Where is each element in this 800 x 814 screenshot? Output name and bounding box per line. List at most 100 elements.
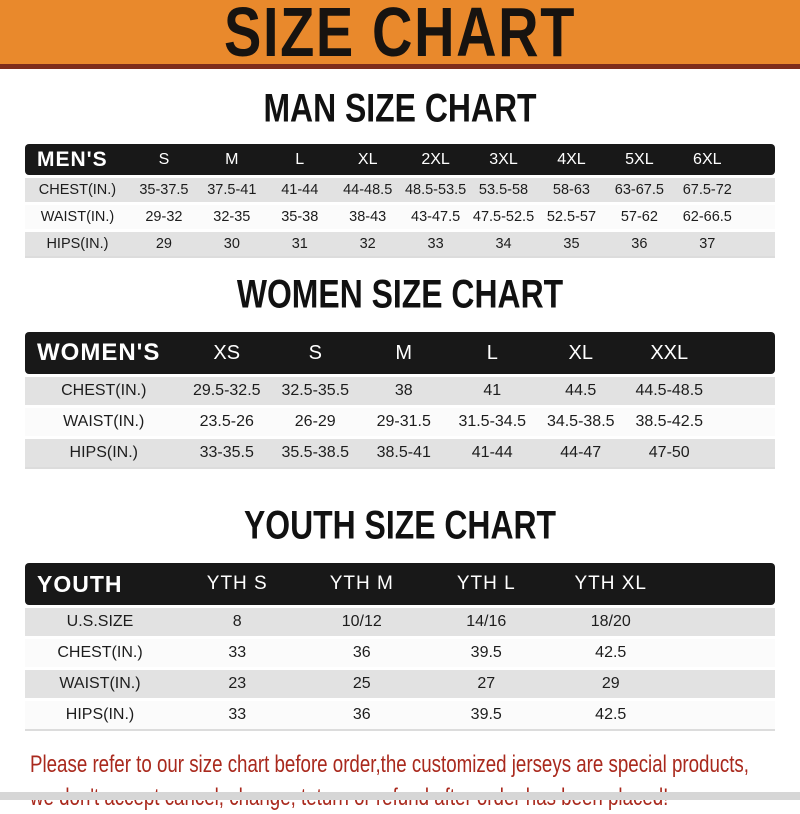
size-value-cell: 34.5-38.5 <box>546 413 615 430</box>
size-value-cell: 29-32 <box>145 209 183 225</box>
row-spacer <box>713 439 775 469</box>
size-value-cell: 10/12 <box>341 613 382 630</box>
size-value-cell: 31.5-34.5 <box>458 413 527 430</box>
size-column-header: 3XL <box>489 150 518 168</box>
row-label: CHEST(IN.) <box>38 182 117 198</box>
size-column-header: M <box>395 341 413 364</box>
size-value-cell: 37.5-41 <box>207 182 257 198</box>
size-value-cell: 29 <box>129 232 198 258</box>
banner: SIZE CHART <box>0 0 800 69</box>
row-label: WAIST(IN.) <box>63 413 145 430</box>
youth-size-table: YOUTH YTH S YTH M YTH L YTH XL U.S.SIZE 8 10/12… <box>25 560 775 734</box>
size-value-cell: 32-35 <box>213 209 251 225</box>
size-value-cell: 25 <box>352 675 371 692</box>
size-value-cell: 35-37.5 <box>139 182 189 198</box>
women-size-table: WOMEN'S XS S M L XL XXL CHEST(IN.) 29.5-32.5 32.5… <box>25 329 775 472</box>
measurement-row: CHEST(IN.) 35-37.5 37.5-41 41-44 44-48.5 48.5… <box>25 178 775 202</box>
size-column-header: YTH L <box>456 573 516 594</box>
size-value-cell: 47-50 <box>625 439 714 469</box>
row-spacer <box>741 178 775 202</box>
measurement-row: CHEST(IN.) 33 36 39.5 42.5 <box>25 639 775 667</box>
men-size-table: MEN'S S M L XL 2XL 3XL 4XL 5XL 6XL CHEST(IN.) 35-37… <box>25 141 775 261</box>
size-value-cell: 35 <box>537 232 606 258</box>
size-value-cell: 42.5 <box>595 644 627 661</box>
size-value-cell: 33 <box>175 701 300 731</box>
size-value-cell: 23.5-26 <box>199 413 254 430</box>
size-column-header: 4XL <box>557 150 586 168</box>
size-value-cell: 29 <box>601 675 620 692</box>
size-value-cell: 23 <box>228 675 247 692</box>
men-section-heading: MAN SIZE CHART <box>263 86 537 132</box>
measurement-row: WAIST(IN.) 23 25 27 29 <box>25 670 775 698</box>
size-value-cell: 36 <box>605 232 674 258</box>
measurement-row: HIPS(IN.) 29 30 31 32 33 34 35 36 37 <box>25 232 775 258</box>
row-spacer <box>673 701 775 731</box>
size-value-cell: 42.5 <box>548 701 673 731</box>
size-column-header: 5XL <box>625 150 654 168</box>
size-value-cell: 41-44 <box>448 439 537 469</box>
size-column-header: S <box>158 150 170 168</box>
size-column-header: 6XL <box>693 150 722 168</box>
size-value-cell: 27 <box>477 675 496 692</box>
row-spacer <box>673 608 775 636</box>
size-value-cell: 44.5-48.5 <box>635 382 704 399</box>
size-column-header: XL <box>357 150 378 168</box>
row-spacer <box>673 670 775 698</box>
measurement-row: WAIST(IN.) 23.5-26 26-29 29-31.5 31.5-34.5 34… <box>25 408 775 436</box>
row-spacer <box>741 232 775 258</box>
size-value-cell: 14/16 <box>466 613 507 630</box>
size-value-cell: 38.5-42.5 <box>635 413 704 430</box>
banner-title: SIZE CHART <box>224 0 576 71</box>
size-value-cell: 39.5 <box>424 701 549 731</box>
size-value-cell: 8 <box>232 613 242 630</box>
size-value-cell: 52.5-57 <box>546 209 597 225</box>
header-spacer <box>714 332 776 374</box>
size-value-cell: 44.5 <box>565 382 597 399</box>
size-value-cell: 33 <box>401 232 470 258</box>
table-corner-label: YOUTH <box>37 570 123 597</box>
size-column-header: L <box>486 341 498 364</box>
size-column-header: S <box>308 341 322 364</box>
size-value-cell: 39.5 <box>470 644 502 661</box>
size-column-header: XL <box>568 341 593 364</box>
row-label: WAIST(IN.) <box>40 209 115 225</box>
measurement-row: U.S.SIZE 8 10/12 14/16 18/20 <box>25 608 775 636</box>
size-value-cell: 35.5-38.5 <box>271 439 360 469</box>
size-column-header: 2XL <box>421 150 450 168</box>
size-value-cell: 43-47.5 <box>411 209 461 225</box>
youth-section-heading: YOUTH SIZE CHART <box>243 503 557 549</box>
measurement-row: WAIST(IN.) 29-32 32-35 35-38 38-43 43-47.5 47.… <box>25 205 775 229</box>
size-value-cell: 29.5-32.5 <box>192 382 261 399</box>
note-line-1: Please refer to our size chart before or… <box>30 751 750 778</box>
size-value-cell: 44-47 <box>536 439 625 469</box>
size-value-cell: 57-62 <box>620 209 658 225</box>
size-value-cell: 35-38 <box>281 209 319 225</box>
size-value-cell: 38-43 <box>349 209 387 225</box>
row-label: CHEST(IN.) <box>61 382 147 399</box>
size-value-cell: 67.5-72 <box>682 182 732 198</box>
size-column-header: YTH XL <box>574 573 648 594</box>
row-label: HIPS(IN.) <box>25 701 175 731</box>
size-value-cell: 48.5-53.5 <box>404 182 467 198</box>
size-value-cell: 41 <box>483 382 502 399</box>
row-label: CHEST(IN.) <box>57 644 143 661</box>
size-value-cell: 33 <box>228 644 247 661</box>
table-header-row: MEN'S S M L XL 2XL 3XL 4XL 5XL 6XL <box>25 144 775 175</box>
table-corner-label: MEN'S <box>37 147 108 171</box>
size-value-cell: 32.5-35.5 <box>281 382 350 399</box>
row-spacer <box>741 205 775 229</box>
header-spacer <box>673 563 775 605</box>
size-value-cell: 37 <box>673 232 742 258</box>
size-column-header: L <box>295 150 305 168</box>
row-label: U.S.SIZE <box>66 613 134 630</box>
measurement-row: HIPS(IN.) 33 36 39.5 42.5 <box>25 701 775 731</box>
size-value-cell: 31 <box>265 232 334 258</box>
size-value-cell: 32 <box>333 232 402 258</box>
measurement-row: HIPS(IN.) 33-35.5 35.5-38.5 38.5-41 41-44 44-… <box>25 439 775 469</box>
size-value-cell: 30 <box>197 232 266 258</box>
size-value-cell: 58-63 <box>552 182 590 198</box>
row-label: WAIST(IN.) <box>59 675 141 692</box>
size-column-header: YTH S <box>206 573 268 594</box>
row-spacer <box>714 408 776 436</box>
size-column-header: XXL <box>650 341 689 364</box>
